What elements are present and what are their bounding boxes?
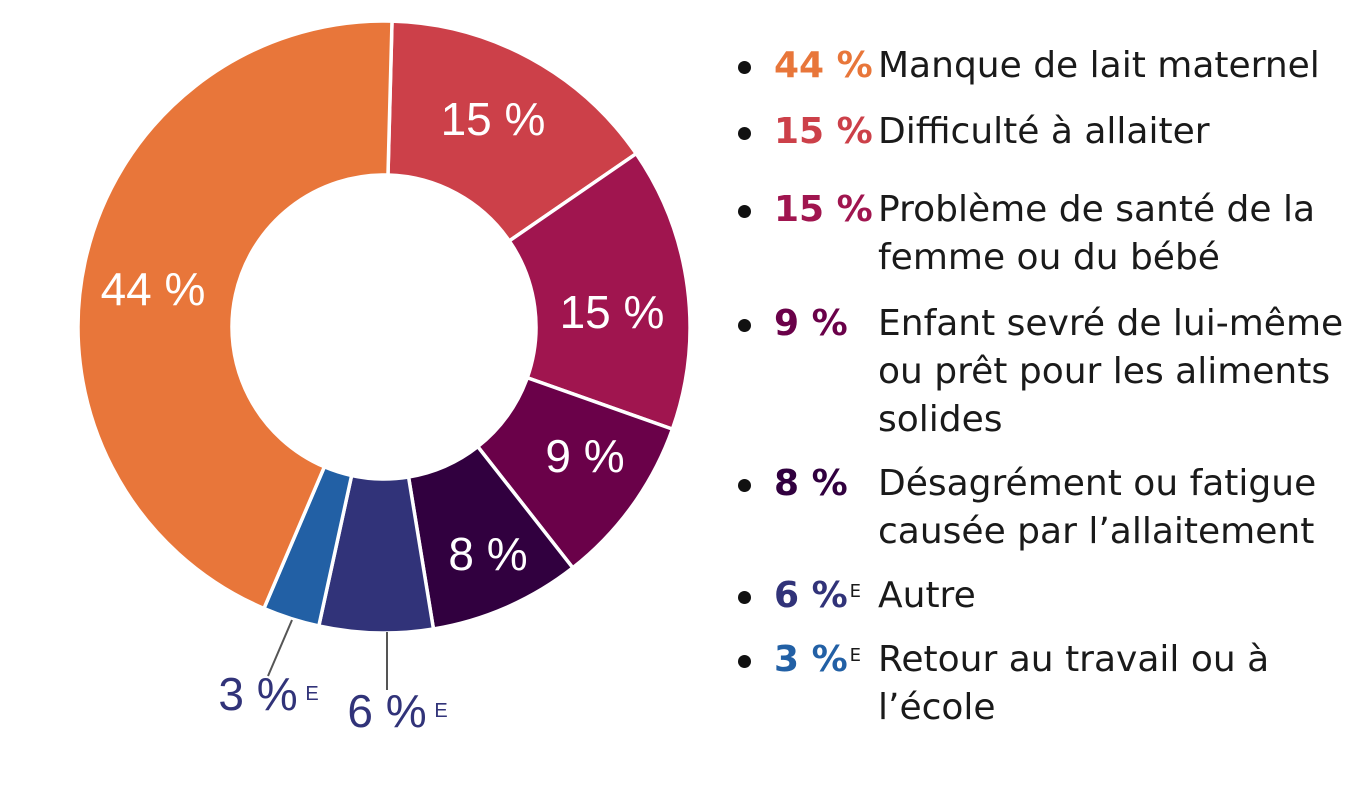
donut-slice [386, 19, 639, 244]
slice-value-label: 15 % [441, 93, 546, 145]
legend-value: 9 % [774, 303, 848, 344]
bullet-icon [738, 205, 751, 218]
estimate-flag: E [849, 581, 862, 602]
legend-value: 3 % E [774, 639, 862, 680]
legend-label: Problème de santé de la femme ou du bébé [878, 189, 1316, 278]
legend-value: 6 % E [774, 575, 862, 616]
legend-label: Retour au travail ou à l’école [878, 639, 1270, 728]
donut-chart: 15 % 15 % 9 % 8 % 6 % E 3 % E 44 % [76, 19, 692, 737]
donut-slice [506, 151, 692, 432]
estimate-flag-label: E [305, 683, 318, 705]
bullet-icon [738, 655, 751, 668]
legend-value: 15 % [774, 189, 873, 230]
legend-label: Enfant sevré de lui-même ou prêt pour le… [878, 303, 1344, 440]
slice-value-label: 15 % [560, 286, 665, 338]
legend-value: 44 % [774, 45, 873, 86]
slice-value-label: 3 % [218, 668, 297, 720]
legend-label: Désagrément ou fatigue causée par l’alla… [878, 463, 1317, 552]
bullet-icon [738, 319, 751, 332]
legend-label: Manque de lait maternel [878, 45, 1320, 86]
slice-value-label: 9 % [545, 430, 624, 482]
bullet-icon [738, 591, 751, 604]
donut-slice [76, 19, 394, 611]
bullet-icon [738, 127, 751, 140]
estimate-flag: E [849, 645, 862, 666]
legend-label: Difficulté à allaiter [878, 111, 1210, 152]
bullet-icon [738, 479, 751, 492]
legend-label: Autre [878, 575, 976, 616]
slice-value-label: 6 % [347, 685, 426, 737]
legend-value: 15 % [774, 111, 873, 152]
legend-value: 8 % [774, 463, 848, 504]
chart-legend: 44 % Manque de lait maternel 15 % Difficult… [730, 0, 1360, 786]
slice-value-label: 8 % [448, 528, 527, 580]
slice-value-label: 44 % [101, 263, 206, 315]
leader-line [267, 619, 293, 677]
estimate-flag-label: E [434, 700, 447, 722]
bullet-icon [738, 61, 751, 74]
